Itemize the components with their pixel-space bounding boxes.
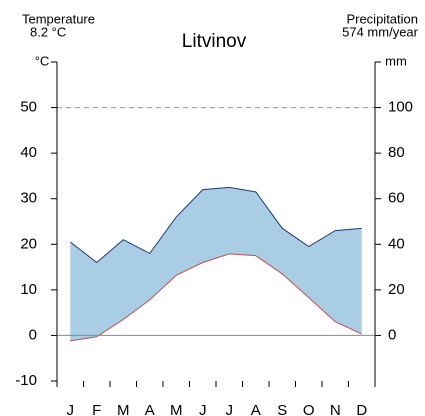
y2-tick-label: 100 — [388, 99, 413, 116]
x-tick-label: M — [170, 402, 183, 416]
y-tick-label: -10 — [15, 372, 37, 389]
x-tick-label: O — [303, 402, 315, 416]
x-tick-label: D — [356, 402, 367, 416]
x-tick-label: J — [67, 402, 75, 416]
y-tick-label: 20 — [20, 235, 37, 252]
y2-tick-label: 60 — [388, 190, 405, 207]
x-tick-label: A — [251, 402, 261, 416]
series-line — [69, 186, 362, 264]
right-value: 574 mm/year — [342, 24, 419, 39]
x-tick-label: A — [145, 402, 155, 416]
x-tick-label: N — [330, 402, 341, 416]
y-tick-label: 30 — [20, 190, 37, 207]
x-tick-label: J — [199, 402, 207, 416]
right-header: Precipitation — [346, 11, 418, 26]
y-tick-label: 40 — [20, 144, 37, 161]
x-tick-label: S — [277, 402, 287, 416]
x-tick-label: F — [92, 402, 101, 416]
humid-area — [70, 187, 362, 341]
left-header: Temperature — [22, 11, 95, 26]
chart-title: Litvinov — [182, 31, 247, 52]
y-tick-label: 50 — [20, 99, 37, 116]
x-tick-label: M — [117, 402, 130, 416]
y-tick-label: 0 — [29, 326, 37, 343]
x-tick-label: J — [226, 402, 234, 416]
y2-tick-label: 0 — [388, 326, 396, 343]
y-axis-label: °C — [35, 53, 50, 68]
series-line — [70, 253, 362, 342]
y2-tick-label: 40 — [388, 235, 405, 252]
left-value: 8.2 °C — [30, 24, 66, 39]
y2-tick-label: 80 — [388, 144, 405, 161]
y2-tick-label: 20 — [388, 281, 405, 298]
y-tick-label: 10 — [20, 281, 37, 298]
y2-axis-label: mm — [385, 53, 407, 68]
